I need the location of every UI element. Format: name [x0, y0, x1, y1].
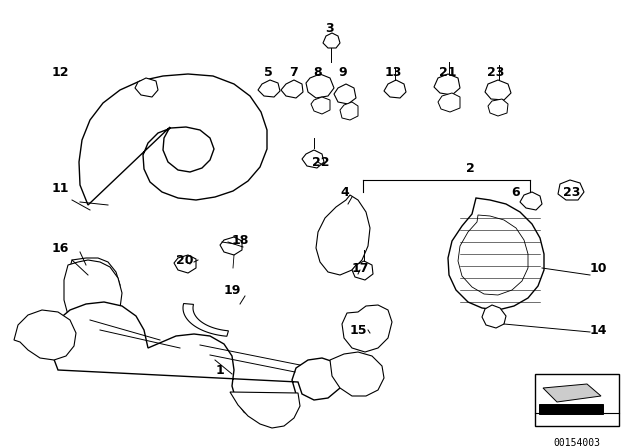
Polygon shape	[340, 102, 358, 120]
Polygon shape	[342, 305, 392, 352]
Polygon shape	[52, 302, 342, 422]
Text: 18: 18	[232, 233, 250, 246]
Polygon shape	[482, 305, 506, 328]
Text: 5: 5	[264, 65, 273, 78]
Polygon shape	[183, 304, 228, 336]
Polygon shape	[488, 99, 508, 116]
Text: 17: 17	[352, 262, 369, 275]
Polygon shape	[539, 404, 603, 414]
Polygon shape	[14, 310, 76, 360]
Bar	[535, 374, 619, 426]
Polygon shape	[485, 80, 511, 100]
Polygon shape	[384, 80, 406, 98]
Text: 16: 16	[52, 241, 69, 254]
Polygon shape	[281, 80, 303, 98]
Polygon shape	[352, 261, 373, 280]
Polygon shape	[220, 237, 242, 255]
Text: 9: 9	[339, 65, 348, 78]
Text: 20: 20	[176, 254, 194, 267]
Text: 00154003: 00154003	[554, 438, 600, 448]
Text: 22: 22	[312, 155, 330, 168]
Polygon shape	[334, 84, 356, 104]
Polygon shape	[458, 215, 528, 295]
Text: 15: 15	[349, 323, 367, 336]
Text: 14: 14	[590, 323, 607, 336]
Text: 12: 12	[52, 65, 70, 78]
Polygon shape	[330, 352, 384, 396]
Polygon shape	[558, 180, 584, 200]
Text: 4: 4	[340, 185, 349, 198]
Polygon shape	[438, 93, 460, 112]
Polygon shape	[448, 198, 544, 310]
Polygon shape	[64, 260, 122, 330]
Text: 10: 10	[590, 262, 607, 275]
Polygon shape	[323, 33, 340, 48]
Polygon shape	[316, 195, 370, 275]
Polygon shape	[520, 192, 542, 210]
Text: 6: 6	[512, 185, 520, 198]
Polygon shape	[135, 78, 158, 97]
Polygon shape	[306, 74, 334, 98]
Text: 21: 21	[439, 65, 457, 78]
Text: 11: 11	[52, 181, 70, 194]
Polygon shape	[434, 74, 460, 95]
Polygon shape	[258, 80, 280, 97]
Polygon shape	[311, 97, 330, 114]
Text: 19: 19	[223, 284, 241, 297]
Text: 1: 1	[216, 363, 225, 376]
Polygon shape	[543, 384, 601, 402]
Text: 13: 13	[384, 65, 402, 78]
Polygon shape	[174, 255, 196, 273]
Polygon shape	[302, 150, 324, 168]
Text: 23: 23	[487, 65, 505, 78]
Polygon shape	[230, 392, 300, 428]
Text: 2: 2	[466, 161, 474, 175]
Polygon shape	[79, 74, 267, 205]
Text: 7: 7	[289, 65, 298, 78]
Polygon shape	[68, 258, 120, 322]
Text: 23: 23	[563, 185, 580, 198]
Text: 3: 3	[326, 22, 334, 34]
Text: 8: 8	[314, 65, 323, 78]
